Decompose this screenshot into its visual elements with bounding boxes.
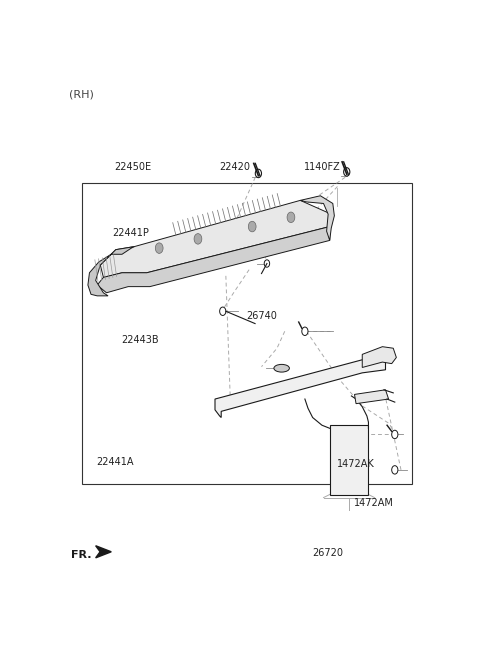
Text: 22420: 22420 [219, 162, 251, 172]
Text: 1140FZ: 1140FZ [304, 162, 340, 172]
Text: 29246A: 29246A [108, 256, 145, 266]
Polygon shape [88, 247, 134, 296]
Text: (RH): (RH) [69, 89, 94, 100]
Text: 22450E: 22450E [114, 162, 151, 172]
Polygon shape [215, 354, 385, 417]
Polygon shape [97, 226, 330, 293]
Polygon shape [362, 346, 396, 367]
Text: 22441A: 22441A [96, 457, 133, 466]
Circle shape [302, 327, 308, 335]
Circle shape [255, 169, 262, 178]
Polygon shape [100, 200, 330, 277]
Text: 1472AK: 1472AK [337, 459, 375, 468]
Circle shape [156, 243, 163, 253]
Circle shape [344, 168, 350, 176]
Text: 22441P: 22441P [112, 228, 149, 237]
Circle shape [392, 430, 398, 439]
Ellipse shape [274, 364, 289, 372]
Circle shape [264, 260, 270, 267]
Circle shape [248, 221, 256, 232]
Circle shape [287, 212, 295, 222]
Bar [330, 425, 369, 495]
Circle shape [220, 307, 226, 316]
Polygon shape [96, 546, 111, 558]
Text: 26720: 26720 [312, 548, 343, 558]
Bar [82, 184, 412, 483]
Text: 1472AM: 1472AM [354, 498, 394, 508]
Polygon shape [300, 195, 335, 240]
Text: 22443B: 22443B [121, 335, 158, 345]
Polygon shape [355, 390, 389, 403]
Text: FR.: FR. [71, 550, 91, 560]
Circle shape [194, 234, 202, 244]
Circle shape [392, 466, 398, 474]
Text: 26740: 26740 [246, 311, 277, 321]
